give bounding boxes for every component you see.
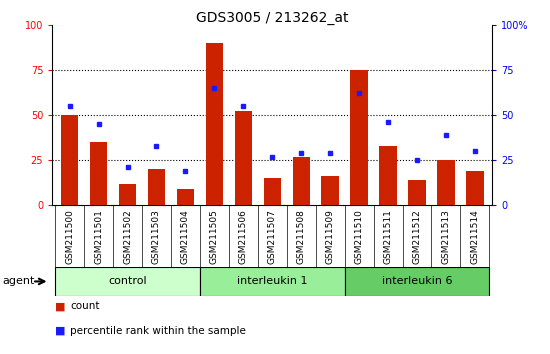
Text: GDS3005 / 213262_at: GDS3005 / 213262_at bbox=[196, 11, 349, 25]
Text: count: count bbox=[70, 301, 100, 311]
Text: GSM211513: GSM211513 bbox=[442, 209, 450, 264]
Text: GSM211508: GSM211508 bbox=[296, 209, 306, 264]
Text: ■: ■ bbox=[55, 326, 65, 336]
Text: GSM211504: GSM211504 bbox=[181, 209, 190, 264]
Text: GSM211514: GSM211514 bbox=[470, 209, 480, 264]
Bar bbox=[206, 43, 223, 205]
Bar bbox=[408, 180, 426, 205]
Bar bbox=[235, 112, 252, 205]
Bar bbox=[177, 189, 194, 205]
Bar bbox=[200, 267, 345, 296]
Text: GSM211506: GSM211506 bbox=[239, 209, 248, 264]
Text: interleukin 6: interleukin 6 bbox=[382, 276, 452, 286]
Text: ■: ■ bbox=[55, 301, 65, 311]
Text: GSM211500: GSM211500 bbox=[65, 209, 74, 264]
Bar bbox=[437, 160, 455, 205]
Text: GSM211507: GSM211507 bbox=[268, 209, 277, 264]
Bar bbox=[119, 184, 136, 205]
Text: GSM211512: GSM211512 bbox=[412, 209, 421, 264]
Text: agent: agent bbox=[3, 276, 35, 286]
Text: GSM211501: GSM211501 bbox=[94, 209, 103, 264]
Bar bbox=[263, 178, 281, 205]
Bar bbox=[90, 142, 107, 205]
Bar bbox=[55, 267, 200, 296]
Text: GSM211510: GSM211510 bbox=[355, 209, 364, 264]
Bar bbox=[466, 171, 483, 205]
Bar bbox=[148, 169, 165, 205]
Bar bbox=[321, 176, 339, 205]
Text: percentile rank within the sample: percentile rank within the sample bbox=[70, 326, 246, 336]
Bar bbox=[61, 115, 78, 205]
Bar bbox=[379, 146, 397, 205]
Bar bbox=[350, 70, 368, 205]
Text: interleukin 1: interleukin 1 bbox=[237, 276, 307, 286]
Bar bbox=[293, 156, 310, 205]
Text: control: control bbox=[108, 276, 147, 286]
Text: GSM211502: GSM211502 bbox=[123, 209, 132, 264]
Text: GSM211511: GSM211511 bbox=[383, 209, 393, 264]
Bar bbox=[345, 267, 490, 296]
Text: GSM211503: GSM211503 bbox=[152, 209, 161, 264]
Text: GSM211509: GSM211509 bbox=[326, 209, 334, 264]
Text: GSM211505: GSM211505 bbox=[210, 209, 219, 264]
